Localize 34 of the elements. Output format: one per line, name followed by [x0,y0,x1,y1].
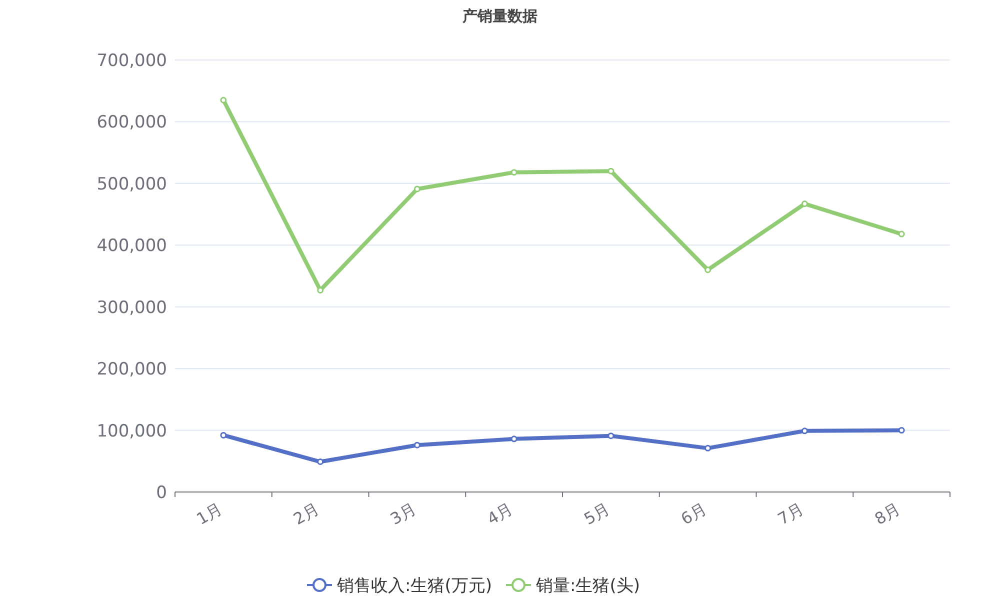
point [704,266,712,274]
x-tick-label: 7月 [774,499,807,529]
x-tick-label: 1月 [193,499,226,529]
x-tick-label: 3月 [387,499,420,529]
y-tick-label: 600,000 [96,112,167,133]
x-tick-label: 4月 [484,499,516,529]
x-tick-label: 8月 [871,499,904,529]
point [414,186,420,192]
point [608,432,614,440]
legend-label: 销售收入:生猪(万元) [336,576,492,596]
y-tick-label: 700,000 [96,51,167,71]
y-tick-label: 200,000 [96,360,167,380]
y-tick-label: 300,000 [96,298,167,318]
point [608,168,614,174]
y-tick-label: 100,000 [96,421,167,442]
point [898,230,905,238]
x-tick-label: 5月 [580,499,613,529]
point [801,428,808,434]
point [898,427,905,434]
legend-label: 销量:生猪(头) [535,576,640,596]
y-tick-label: 400,000 [96,236,167,256]
point [801,200,808,208]
point [220,96,227,104]
point [704,444,712,452]
point [510,169,518,176]
point [220,432,227,438]
chart-title: 产销量数据 [462,7,538,25]
point [317,458,324,466]
x-tick-label: 2月 [290,499,322,529]
y-tick-label: 500,000 [96,174,167,194]
y-tick-label: 0 [156,483,167,503]
point [414,442,420,448]
x-tick-label: 6月 [678,499,710,529]
point [510,436,518,442]
